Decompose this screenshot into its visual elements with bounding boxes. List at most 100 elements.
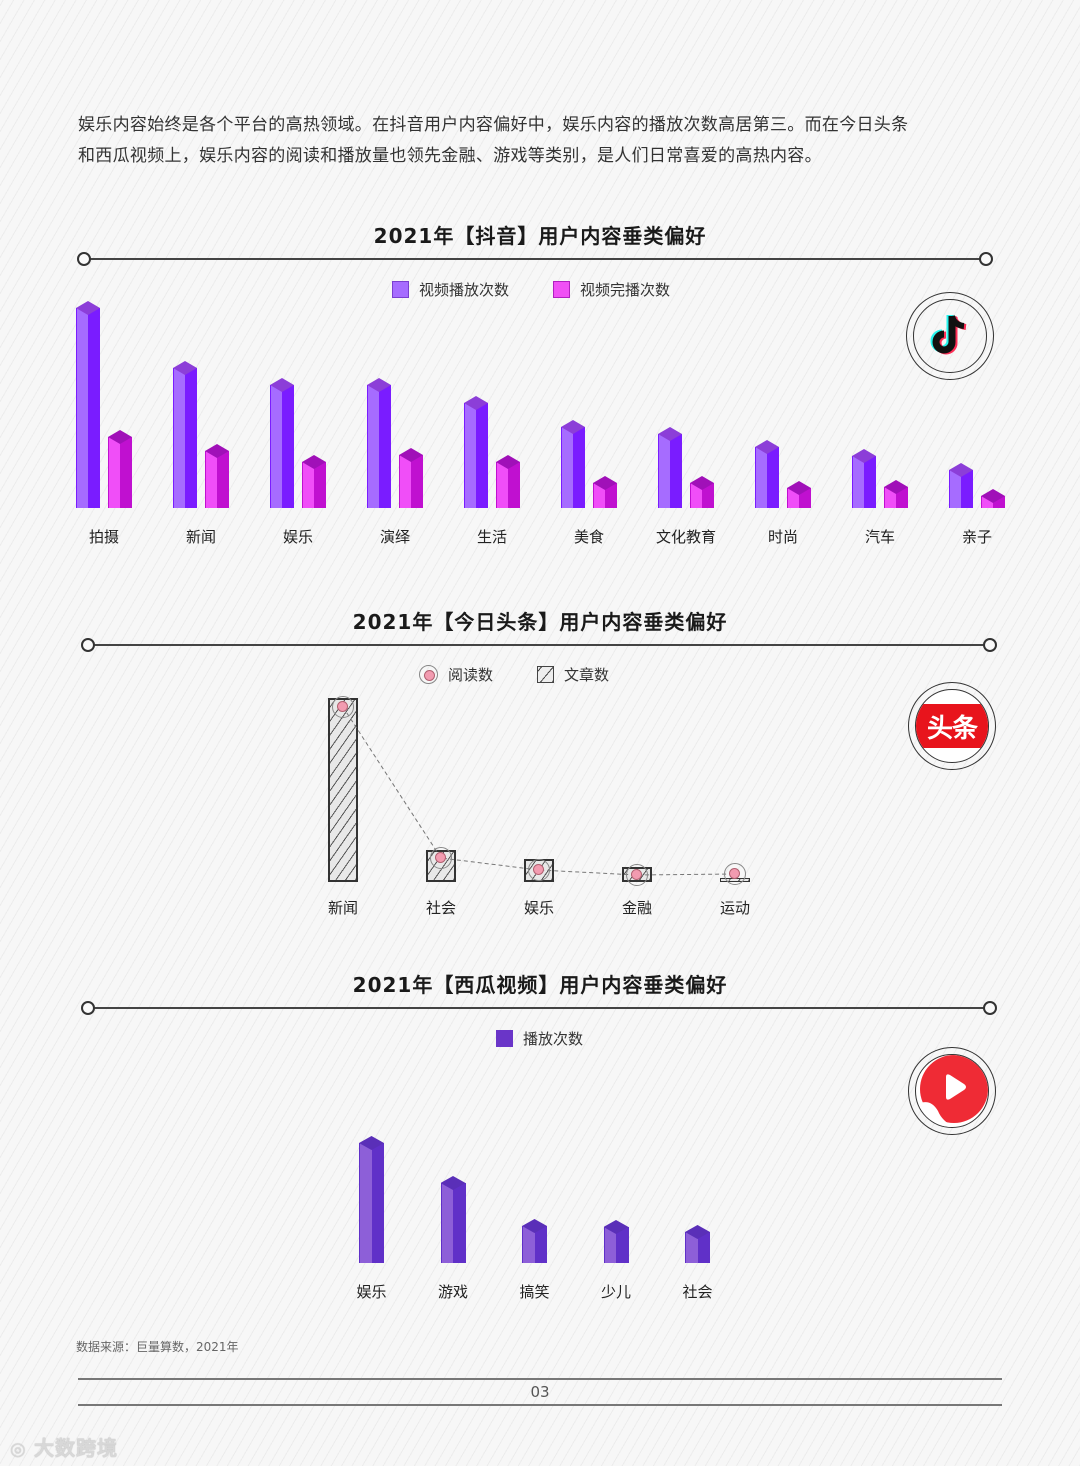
- toutiao-logo-text: 头条: [916, 704, 988, 748]
- bar-play-count: [685, 1225, 710, 1263]
- intro-line-1: 娱乐内容始终是各个平台的高热领域。在抖音用户内容偏好中，娱乐内容的播放次数高居第…: [78, 115, 909, 135]
- x-axis-label: 游戏: [437, 1283, 468, 1301]
- bar-complete-count: [593, 476, 617, 508]
- legend-item-play-count: 视频播放次数: [392, 279, 509, 300]
- bar-complete-count: [981, 489, 1005, 508]
- reads-dot: [724, 863, 746, 885]
- x-axis-label: 拍摄: [88, 528, 119, 546]
- reads-dot: [332, 696, 354, 718]
- bar-play-count: [658, 427, 682, 508]
- legend-item-complete-count: 视频完播次数: [553, 279, 670, 300]
- tiktok-logo-inner: [913, 299, 987, 373]
- rule-knob-right: [983, 1001, 997, 1015]
- x-axis-label: 娱乐: [282, 528, 313, 546]
- bar-play-count: [76, 301, 100, 508]
- xigua-logo-inner: [915, 1054, 989, 1128]
- pager-top-rule: [78, 1378, 1002, 1380]
- xigua-legend: 播放次数: [496, 1028, 583, 1049]
- tiktok-note-icon: [930, 315, 967, 355]
- legend-label: 文章数: [564, 666, 610, 684]
- bar-play-count: [755, 440, 779, 508]
- legend-label: 视频完播次数: [580, 281, 671, 299]
- data-source-note: 数据来源：巨量算数，2021年: [76, 1340, 239, 1354]
- legend-label: 播放次数: [523, 1030, 584, 1048]
- x-axis-label: 少儿: [600, 1283, 631, 1301]
- x-axis-label: 娱乐: [523, 899, 554, 917]
- bar-complete-count: [884, 480, 908, 508]
- toutiao-chart-title: 2021年【今日头条】用户内容垂类偏好: [352, 610, 728, 634]
- intro-line-2: 和西瓜视频上，娱乐内容的阅读和播放量也领先金融、游戏等类别，是人们日常喜爱的高热…: [78, 146, 822, 166]
- x-axis-label: 时尚: [767, 528, 798, 546]
- bar-play-count: [561, 420, 585, 508]
- bar-play-count: [464, 396, 488, 508]
- x-axis-label: 演绎: [379, 528, 410, 546]
- bar-play-count: [440, 1176, 466, 1263]
- bar-play-count: [949, 463, 973, 508]
- xigua-play-icon: [916, 1055, 988, 1127]
- toutiao-logo-inner: 头条: [915, 689, 989, 763]
- douyin-chart-title: 2021年【抖音】用户内容垂类偏好: [373, 224, 707, 248]
- bar-play-count: [603, 1220, 629, 1263]
- bar-play-count: [367, 378, 391, 508]
- x-axis-label: 汽车: [864, 528, 895, 546]
- bar-complete-count: [302, 455, 326, 508]
- rule-knob-left: [81, 1001, 95, 1015]
- legend-dot-icon: [418, 664, 438, 684]
- bar-complete-count: [496, 455, 520, 508]
- reads-dot: [430, 847, 452, 869]
- legend-swatch-purple: [496, 1030, 513, 1047]
- legend-label: 视频播放次数: [419, 281, 510, 299]
- douyin-title-rule: [77, 252, 993, 266]
- legend-item-plays: 播放次数: [496, 1028, 583, 1049]
- legend-item-articles: 文章数: [537, 664, 609, 685]
- xigua-title-rule: [81, 1001, 997, 1015]
- bar-complete-count: [787, 481, 811, 508]
- bar-play-count: [359, 1136, 384, 1263]
- douyin-legend: 视频播放次数 视频完播次数: [392, 279, 670, 300]
- bar-complete-count: [205, 444, 229, 508]
- x-axis-label: 生活: [476, 528, 507, 546]
- x-axis-label: 金融: [621, 899, 652, 917]
- bar-complete-count: [690, 476, 714, 508]
- x-axis-label: 运动: [719, 899, 750, 917]
- watermark: ◎ 大数跨境: [10, 1432, 118, 1461]
- x-axis-label: 文化教育: [655, 528, 716, 546]
- bar-play-count: [270, 378, 294, 508]
- legend-swatch-purple: [392, 281, 409, 298]
- toutiao-logo: 头条: [908, 682, 996, 770]
- bar-play-count: [522, 1219, 547, 1263]
- reads-dot: [528, 859, 550, 881]
- x-axis-label: 娱乐: [356, 1283, 387, 1301]
- x-axis-label: 社会: [425, 899, 456, 917]
- bar-play-count: [852, 449, 876, 508]
- x-axis-label: 搞笑: [519, 1283, 550, 1301]
- x-axis-label: 美食: [573, 528, 604, 546]
- watermark-logo-icon: ◎: [10, 1439, 34, 1460]
- legend-label: 阅读数: [448, 666, 494, 684]
- x-axis-label: 新闻: [327, 899, 358, 917]
- tiktok-logo: [906, 292, 994, 380]
- page-number: 03: [530, 1383, 550, 1401]
- intro-paragraph: 娱乐内容始终是各个平台的高热领域。在抖音用户内容偏好中，娱乐内容的播放次数高居第…: [78, 110, 1008, 172]
- toutiao-legend: 阅读数 文章数: [418, 664, 609, 685]
- x-axis-label: 亲子: [961, 528, 992, 546]
- xigua-logo: [908, 1047, 996, 1135]
- legend-item-reads: 阅读数: [418, 664, 494, 685]
- reads-dot: [626, 864, 648, 886]
- toutiao-title-rule: [81, 638, 997, 652]
- bar-play-count: [173, 361, 197, 508]
- bar-complete-count: [399, 448, 423, 508]
- rule-knob-left: [81, 638, 95, 652]
- legend-hatch-swatch: [537, 666, 555, 683]
- rule-knob-right: [979, 252, 993, 266]
- xigua-chart-title: 2021年【西瓜视频】用户内容垂类偏好: [352, 973, 728, 997]
- rule-knob-right: [983, 638, 997, 652]
- douyin-bar-chart: [0, 0, 1080, 508]
- x-axis-label: 社会: [682, 1283, 713, 1301]
- bar-complete-count: [108, 430, 132, 508]
- pager-bottom-rule: [78, 1404, 1002, 1406]
- bar-article-count: [328, 698, 358, 882]
- legend-swatch-magenta: [553, 281, 571, 298]
- rule-knob-left: [77, 252, 91, 266]
- x-axis-label: 新闻: [185, 528, 216, 546]
